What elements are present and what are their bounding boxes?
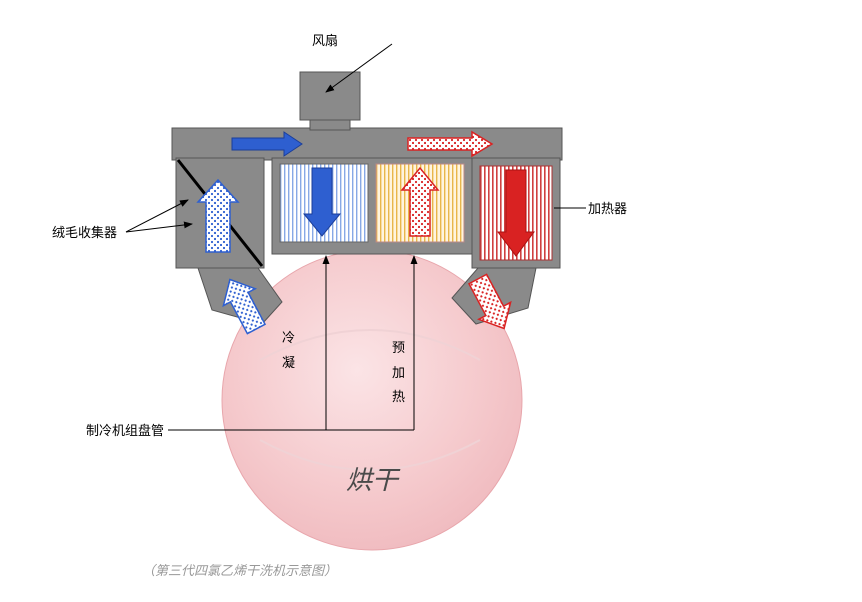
label-lint: 绒毛收集器 <box>52 222 117 241</box>
vtext-preheat: 预加热 <box>392 336 405 410</box>
vtext-cond: 冷凝 <box>282 326 295 375</box>
caption: （第三代四氯乙烯干洗机示意图） <box>142 560 337 579</box>
drum-text: 烘干 <box>346 460 398 497</box>
top-bar <box>172 128 562 160</box>
label-fan: 风扇 <box>312 30 338 49</box>
fan-box <box>300 72 360 120</box>
label-heater: 加热器 <box>588 198 627 217</box>
label-coil: 制冷机组盘管 <box>86 420 164 439</box>
diagram-svg <box>0 0 862 602</box>
